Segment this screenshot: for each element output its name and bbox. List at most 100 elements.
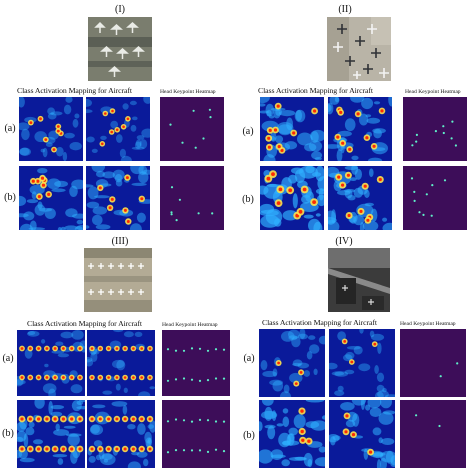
keypoint-dot [192,109,195,112]
panel-III: (III) Class Activation Mapping for Aircr… [0,234,237,470]
cam-map [329,329,395,397]
keypoint-dot [425,193,428,196]
keypoint-dot [413,190,416,193]
row-label-a: (a) [243,353,255,364]
panel-IV: (IV) Class Activation Mapping for Aircra… [237,234,474,470]
keypoint-dot [422,213,425,216]
keypoint-dot [451,120,454,123]
keypoint-dot [198,347,202,350]
keypoint-dot [170,213,173,216]
row-label-a: (a) [2,353,14,364]
row-label-a: (a) [242,126,254,137]
keypoint-dot [410,177,414,180]
cam-map [328,97,392,161]
keypoint-dot [190,347,194,350]
keypoint-dot [174,378,178,381]
cam-map [87,400,155,468]
cam-map [19,97,83,161]
keypoint-dot [190,449,194,452]
keypoint-heatmap [400,329,466,397]
keypoint-dot [439,375,442,378]
cam-title: Class Activation Mapping for Aircraft [262,318,377,327]
keypoint-dot [222,348,226,351]
keypoint-dot [178,198,181,201]
keypoint-dot [431,184,434,187]
keypoint-dot [434,130,437,133]
row-label-b: (b) [243,430,255,441]
keypoint-dot [442,131,445,135]
keypoint-dot [198,379,202,382]
keypoint-dot [182,377,186,380]
cam-map [260,97,324,161]
cam-map [87,330,155,396]
keypoint-dot [166,451,170,454]
keypoint-dot [182,419,186,422]
keypoint-dot [206,450,210,453]
keypoint-dot [214,448,218,451]
keypoint-dot [174,449,178,452]
heatmap-title: Head Keypoint Heatmap [400,321,456,327]
keypoint-dot [198,418,202,421]
keypoint-dot [438,424,441,428]
keypoint-heatmap [400,400,466,468]
keypoint-dot [442,125,445,128]
keypoint-heatmap [162,400,230,468]
panel-I: (I) Class Activation Mapping for Aircraf… [0,0,237,232]
keypoint-dot [170,186,174,189]
keypoint-dot [198,449,202,452]
panel-numeral: (II) [338,4,352,15]
keypoint-dot [415,414,418,417]
cam-map [17,400,85,468]
keypoint-dot [174,418,178,421]
cam-map [86,97,150,161]
keypoint-dot [211,212,214,215]
keypoint-dot [415,133,418,136]
keypoint-dot [206,349,210,352]
heatmap-title: Head Keypoint Heatmap [160,89,216,95]
row-label-a: (a) [4,123,16,134]
keypoint-dot [197,212,200,215]
keypoint-dot [166,420,170,423]
keypoint-dot [170,211,173,214]
cam-map [19,166,83,230]
row-label-b: (b) [4,192,16,203]
keypoint-dot [190,420,194,423]
keypoint-heatmap [403,97,467,161]
row-label-b: (b) [2,428,14,439]
keypoint-dot [166,379,170,382]
keypoint-dot [415,140,418,143]
keypoint-dot [208,108,211,111]
cam-title: Class Activation Mapping for Aircraft [17,86,132,95]
keypoint-dot [222,420,226,423]
aerial-image [84,248,152,312]
cam-map [86,166,150,230]
keypoint-dot [413,199,416,202]
keypoint-dot [169,123,172,126]
cam-map [328,166,392,230]
cam-map [259,400,325,468]
keypoint-dot [454,144,457,147]
keypoint-heatmap [160,166,224,230]
panel-II: (II) Class Activation Mapping for Aircra… [237,0,474,232]
keypoint-dot [456,362,459,365]
row-label-b: (b) [242,194,254,205]
keypoint-dot [194,146,197,149]
heatmap-title: Head Keypoint Heatmap [405,89,461,95]
keypoint-dot [182,449,186,452]
keypoint-dot [411,144,414,147]
cam-map [17,330,85,396]
keypoint-dot [182,349,186,352]
keypoint-heatmap [162,330,230,396]
cam-map [259,329,325,397]
cam-map [329,400,395,468]
keypoint-dot [443,179,447,182]
aerial-image [327,17,391,81]
keypoint-dot [174,349,178,352]
keypoint-dot [214,377,218,380]
keypoint-dot [450,137,453,140]
keypoint-dot [206,379,210,382]
cam-map [260,166,324,230]
cam-title: Class Activation Mapping for Aircraft [27,319,142,328]
panel-numeral: (III) [111,236,129,247]
keypoint-dot [214,348,218,351]
